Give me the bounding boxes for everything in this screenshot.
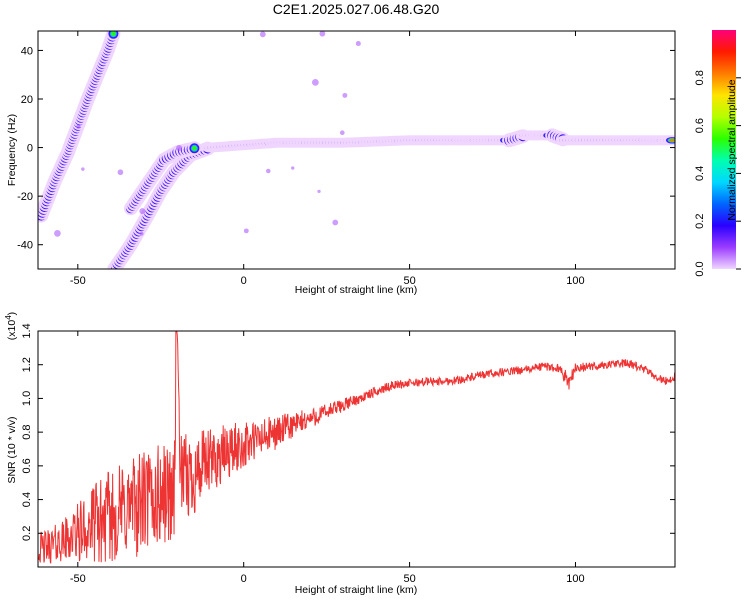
spectrogram-panel: -50 0 50 100 -40 -20 0 20 40 Height of straight… [6,30,676,296]
colorbar-tick-label: 0.2 [694,214,706,229]
spectrogram-y-ticks: -40 -20 0 20 40 [17,45,675,252]
colorbar-tick-label: 0.8 [694,70,706,85]
spectral-speckle [339,130,345,136]
colorbar-tick-label: 0.0 [694,261,706,276]
colorbar-ticks: 0.0 0.2 0.4 0.6 0.8 [694,70,741,277]
spectral-speckle [117,169,124,176]
spectral-speckle [311,78,319,86]
spectral-speckle [139,231,144,236]
spectral-speckle [355,40,361,47]
spectral-speckle [243,228,249,234]
snr-x-label: Height of straight line (km) [295,584,418,596]
colorbar-label: Normalized spectral amplitude [726,79,738,220]
spectrogram-y-label: Frequency (Hz) [6,114,18,186]
spectrogram-x-ticks: -50 0 50 100 [70,31,585,287]
spectral-blob [191,145,197,151]
spectral-speckle [139,208,146,215]
spectral-speckle [54,230,61,237]
y-tick-label: -20 [17,191,33,203]
colorbar-tick-label: 0.6 [694,118,706,133]
x-tick-label: -50 [70,275,86,287]
x-tick-label: 0 [241,573,247,585]
spectral-speckle [342,92,348,98]
y-tick-label: 20 [21,94,33,106]
spectral-speckle [81,167,85,171]
spectral-speckle [259,31,266,38]
y-tick-label: 0.4 [21,492,33,507]
x-tick-label: 50 [403,573,415,585]
spectral-speckle [317,189,321,193]
spectral-speckle [332,219,339,226]
snr-frame [37,330,676,568]
y-tick-label: -40 [17,240,33,252]
figure-title: C2E1.2025.027.06.48.G20 [273,1,440,17]
y-tick-label: 0.8 [21,424,33,439]
snr-y-label: SNR (10 * v/v) [6,416,18,483]
y-tick-label: 0.6 [21,458,33,473]
x-tick-label: 50 [403,275,415,287]
y-tick-label: 40 [21,45,33,57]
y-tick-label: 1.4 [21,323,33,338]
spectrogram-x-label: Height of straight line (km) [295,284,418,296]
spectral-speckle [176,144,183,151]
x-tick-label: 100 [566,573,584,585]
snr-y-ticks: 0.2 0.4 0.6 0.8 1.0 1.2 1.4 [21,323,675,541]
snr-x-ticks: -50 0 50 100 [70,331,585,585]
spectral-blob [110,31,116,37]
snr-panel: -50 0 50 100 0.2 0.4 0.6 0.8 1.0 1.2 1.4 Height o… [4,312,676,596]
spectrogram-frame [37,30,676,270]
spectral-speckle [76,124,81,129]
snr-background [38,331,675,567]
spectral-blob [669,138,675,142]
spectral-speckle [266,168,271,174]
y-tick-label: 0 [27,143,33,155]
colorbar: 0.0 0.2 0.4 0.6 0.8 Normalized spectral ampl… [694,30,741,277]
y-tick-label: 1.2 [21,357,33,372]
spectrogram-ridges [38,31,675,269]
colorbar-tick-label: 0.4 [694,166,706,181]
snr-series-line [38,331,675,564]
y-tick-label: 1.0 [21,391,33,406]
y-tick-label: 0.2 [21,526,33,541]
x-tick-label: -50 [70,573,86,585]
x-tick-label: 100 [566,275,584,287]
snr-y-multiplier: (x104) [4,312,18,340]
x-tick-label: 0 [241,275,247,287]
spectral-speckle [291,166,295,170]
colorbar-scale [712,30,736,269]
spectral-speckle [319,31,326,37]
